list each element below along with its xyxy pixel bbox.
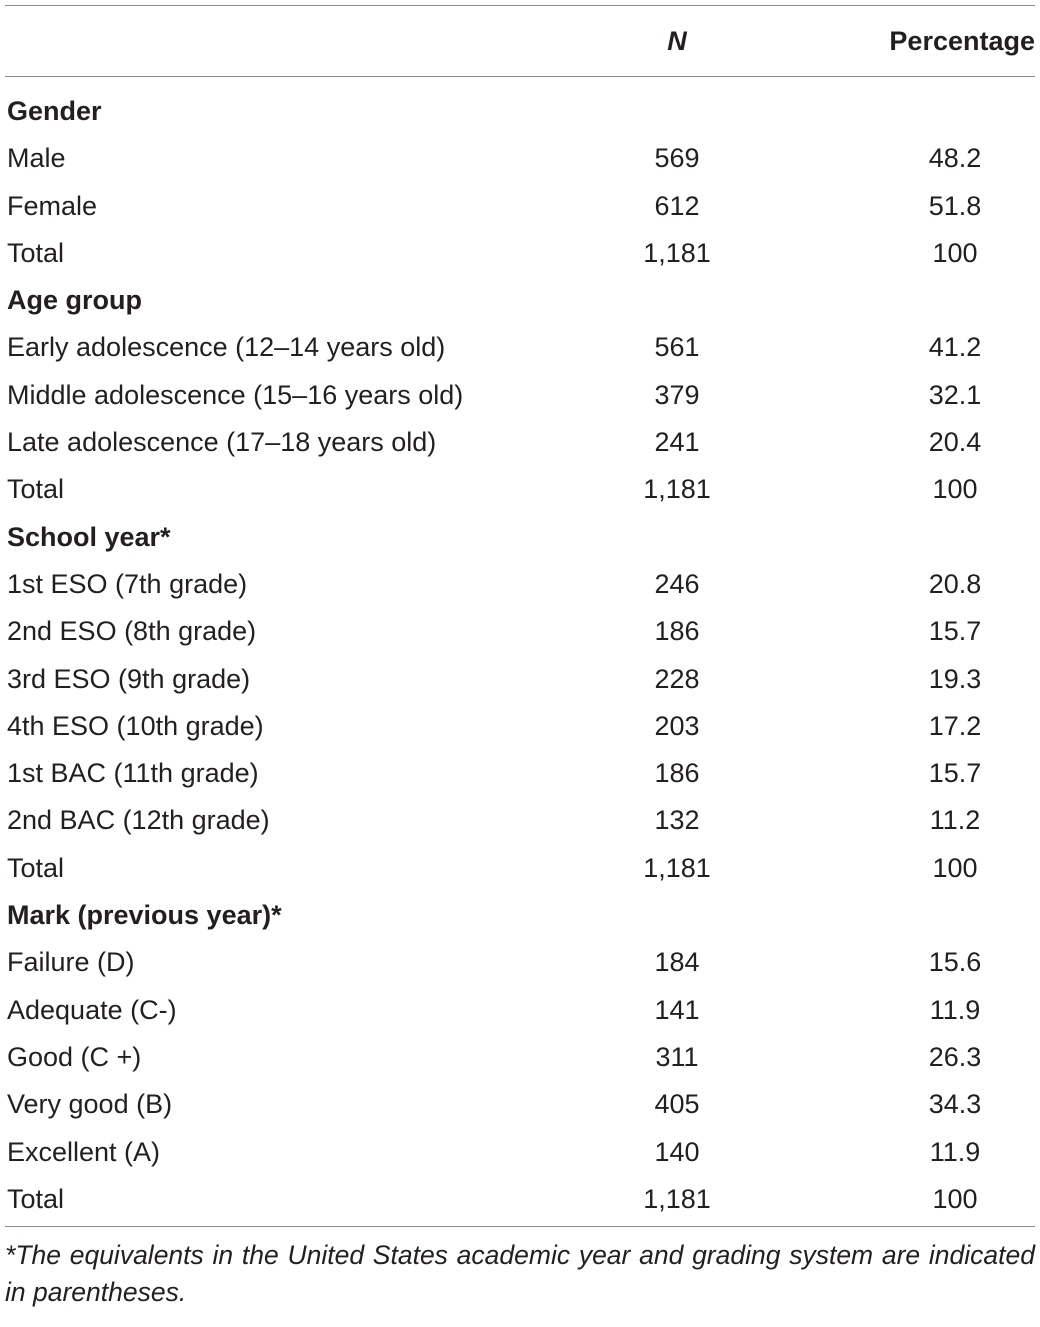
table-row: 3rd ESO (9th grade) 228 19.3 — [5, 656, 1039, 703]
table-row: 4th ESO (10th grade) 203 17.2 — [5, 703, 1039, 750]
row-n-value: 612 — [654, 190, 700, 221]
row-label: 1st ESO (7th grade) — [7, 568, 248, 599]
row-label: Excellent (A) — [7, 1136, 161, 1167]
row-n-value: 1,181 — [643, 1183, 711, 1214]
row-percentage-value: 100 — [932, 474, 978, 505]
row-percentage-value: 100 — [932, 1183, 978, 1214]
row-n-value: 561 — [654, 332, 700, 363]
table-row: Very good (B) 405 34.3 — [5, 1081, 1039, 1128]
table-row: 2nd ESO (8th grade) 186 15.7 — [5, 608, 1039, 655]
row-percentage-value: 48.2 — [928, 143, 982, 174]
row-percentage-value: 20.4 — [928, 427, 982, 458]
table-row: Female 612 51.8 — [5, 183, 1039, 230]
section-title: School year* — [7, 521, 171, 552]
row-label: Failure (D) — [7, 947, 135, 978]
row-n-value: 1,181 — [643, 474, 711, 505]
row-label: 2nd ESO (8th grade) — [7, 616, 257, 647]
table-row: Male 569 48.2 — [5, 135, 1039, 182]
row-n-value: 186 — [654, 758, 700, 789]
section-title: Mark (previous year)* — [7, 900, 282, 931]
table-row: Early adolescence (12–14 years old) 561 41… — [5, 324, 1039, 371]
table-row: 1st BAC (11th grade) 186 15.7 — [5, 750, 1039, 797]
row-label: 4th ESO (10th grade) — [7, 710, 264, 741]
row-n-value: 241 — [654, 427, 700, 458]
row-label: Good (C +) — [7, 1041, 142, 1072]
table-row: Failure (D) 184 15.6 — [5, 939, 1039, 986]
table-row: Good (C +) 311 26.3 — [5, 1034, 1039, 1081]
table-row: Total 1,181 100 — [5, 845, 1039, 892]
row-label: Middle adolescence (15–16 years old) — [7, 379, 464, 410]
section-header-row: Age group — [5, 277, 1039, 324]
row-percentage-value: 11.9 — [929, 1136, 981, 1167]
section-header-row: Mark (previous year)* — [5, 892, 1039, 939]
table-body: Gender Male 569 48.2 Female 612 51.8 Total 1,181… — [5, 77, 1039, 1226]
table-row: Middle adolescence (15–16 years old) 379 3… — [5, 372, 1039, 419]
demographics-table: N Percentage Gender Male 569 48.2 Female 612 5… — [5, 5, 1039, 1311]
row-n-value: 186 — [654, 616, 700, 647]
row-label: Female — [7, 190, 98, 221]
table-row: 1st ESO (7th grade) 246 20.8 — [5, 561, 1039, 608]
row-n-value: 311 — [655, 1041, 699, 1072]
row-percentage-value: 11.2 — [929, 805, 981, 836]
section-header-row: School year* — [5, 514, 1039, 561]
row-percentage-value: 11.9 — [929, 994, 981, 1025]
row-percentage-value: 15.7 — [928, 616, 982, 647]
row-label: 1st BAC (11th grade) — [7, 758, 259, 789]
row-percentage-value: 32.1 — [928, 379, 982, 410]
table-row: Adequate (C-) 141 11.9 — [5, 987, 1039, 1034]
row-label: 3rd ESO (9th grade) — [7, 663, 251, 694]
row-percentage-value: 19.3 — [928, 663, 982, 694]
row-percentage-value: 17.2 — [928, 710, 982, 741]
table-bottom-rule — [5, 1226, 1035, 1228]
row-percentage-value: 20.8 — [928, 568, 982, 599]
row-n-value: 141 — [654, 994, 700, 1025]
table-top-rule — [5, 5, 1035, 6]
row-n-value: 569 — [654, 143, 700, 174]
header-percentage: Percentage — [889, 26, 1035, 56]
row-label: Very good (B) — [7, 1089, 173, 1120]
header-n: N — [667, 26, 687, 56]
row-n-value: 132 — [654, 805, 700, 836]
table-row: Excellent (A) 140 11.9 — [5, 1129, 1039, 1176]
row-percentage-value: 15.6 — [928, 947, 982, 978]
row-n-value: 140 — [654, 1136, 700, 1167]
table-row: Late adolescence (17–18 years old) 241 20.… — [5, 419, 1039, 466]
row-label: Late adolescence (17–18 years old) — [7, 427, 437, 458]
table-header-row: N Percentage — [5, 6, 1039, 76]
table-footnote: *The equivalents in the United States ac… — [5, 1240, 1035, 1308]
table-row: Total 1,181 100 — [5, 1176, 1039, 1223]
row-percentage-value: 34.3 — [928, 1089, 982, 1120]
row-percentage-value: 15.7 — [928, 758, 982, 789]
row-n-value: 1,181 — [643, 852, 711, 883]
row-percentage-value: 100 — [932, 852, 978, 883]
row-n-value: 184 — [654, 947, 700, 978]
row-label: Early adolescence (12–14 years old) — [7, 332, 446, 363]
section-title: Gender — [7, 96, 102, 126]
section-header-row: Gender — [5, 88, 1039, 135]
row-label: Total — [7, 237, 65, 268]
row-percentage-value: 51.8 — [928, 190, 982, 221]
row-n-value: 203 — [654, 710, 700, 741]
table-row: 2nd BAC (12th grade) 132 11.2 — [5, 797, 1039, 844]
row-n-value: 379 — [654, 379, 700, 410]
table-row: Total 1,181 100 — [5, 466, 1039, 513]
row-n-value: 1,181 — [643, 237, 711, 268]
table-row: Total 1,181 100 — [5, 230, 1039, 277]
row-n-value: 246 — [654, 568, 700, 599]
row-label: 2nd BAC (12th grade) — [7, 805, 270, 836]
row-n-value: 405 — [654, 1089, 700, 1120]
section-title: Age group — [7, 285, 142, 316]
row-percentage-value: 26.3 — [928, 1041, 982, 1072]
row-label: Adequate (C-) — [7, 994, 177, 1025]
row-label: Total — [7, 1183, 65, 1214]
row-label: Total — [7, 474, 65, 505]
row-percentage-value: 41.2 — [928, 332, 982, 363]
row-percentage-value: 100 — [932, 237, 978, 268]
row-label: Male — [7, 143, 66, 174]
header-rule — [5, 76, 1035, 77]
row-label: Total — [7, 852, 65, 883]
row-n-value: 228 — [654, 663, 700, 694]
